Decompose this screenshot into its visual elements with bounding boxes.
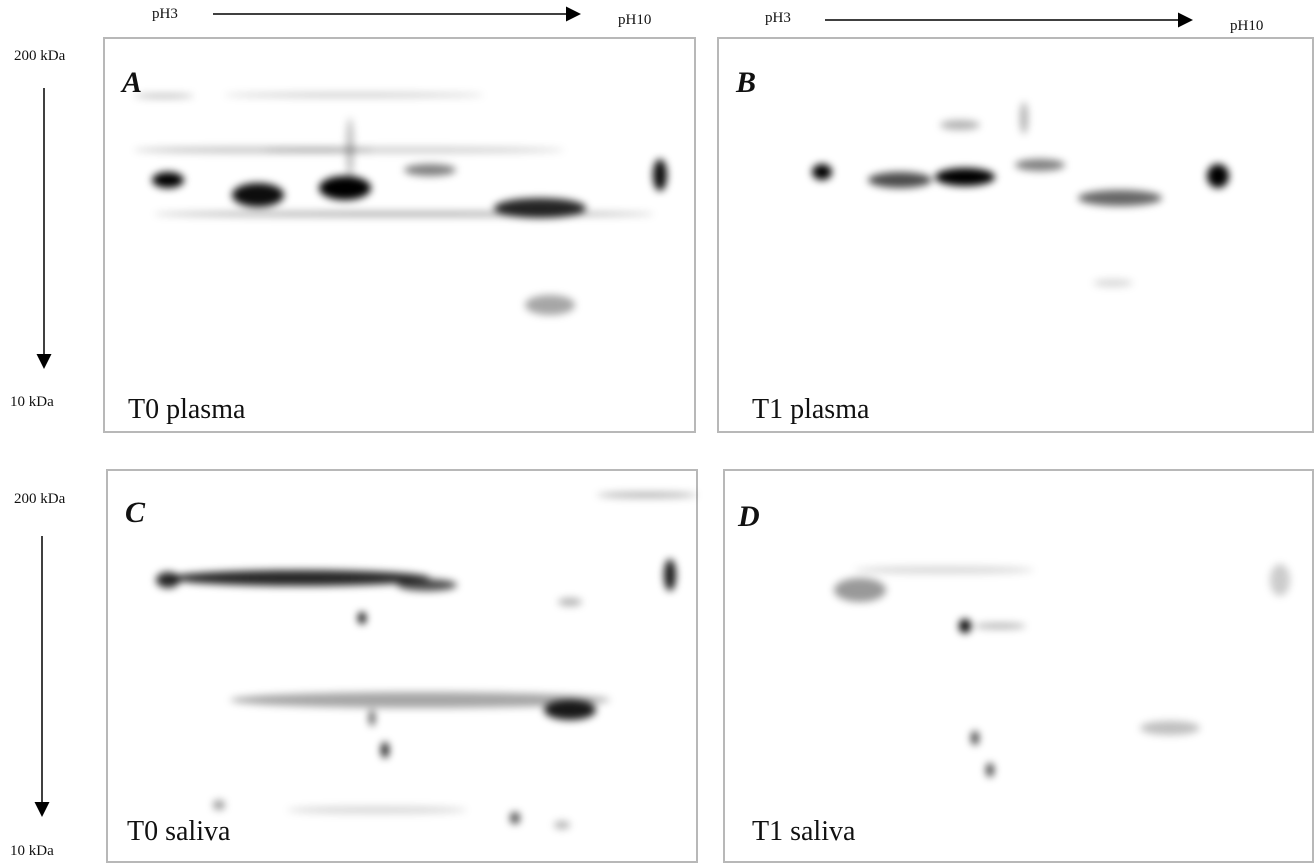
gel-spot bbox=[653, 159, 667, 191]
gel-spot bbox=[397, 579, 457, 591]
panel-caption: T0 plasma bbox=[128, 394, 246, 425]
gel-frame bbox=[717, 37, 1314, 433]
gel-spot bbox=[213, 800, 225, 810]
panel-caption: T0 saliva bbox=[127, 816, 231, 847]
gel-spot bbox=[156, 572, 180, 588]
gel-spot bbox=[834, 578, 886, 602]
gel-spot bbox=[154, 211, 654, 217]
gel-spot bbox=[544, 700, 596, 720]
gel-spot bbox=[664, 559, 676, 591]
gel-spot bbox=[134, 94, 194, 98]
gel-spot bbox=[230, 692, 610, 708]
gel-panel: B T1 plasma bbox=[717, 37, 1314, 433]
gel-spot bbox=[170, 570, 430, 586]
ph-start: pH3 bbox=[152, 6, 178, 22]
gel-spot bbox=[152, 172, 184, 188]
gel-spot bbox=[940, 120, 980, 130]
kda-top: 200 kDa bbox=[14, 491, 66, 507]
gel-spot bbox=[558, 598, 582, 606]
gel-spot bbox=[224, 93, 484, 97]
kda-bottom: 10 kDa bbox=[10, 843, 54, 859]
gel-spot bbox=[1140, 721, 1200, 735]
gel-spot bbox=[812, 164, 832, 180]
panel-caption: T1 plasma bbox=[752, 394, 870, 425]
gel-frame bbox=[106, 469, 698, 863]
gel-spot bbox=[381, 742, 389, 758]
gel-spot bbox=[404, 164, 456, 176]
gel-spot bbox=[854, 566, 1034, 574]
gel-spot bbox=[369, 710, 375, 726]
gel-spot bbox=[1078, 190, 1162, 206]
ph-start: pH3 bbox=[765, 10, 791, 26]
gel-spot bbox=[1270, 564, 1290, 596]
kda-bottom: 10 kDa bbox=[10, 394, 54, 410]
gel-spot bbox=[232, 183, 284, 207]
gel-spot bbox=[868, 172, 932, 188]
kda-top: 200 kDa bbox=[14, 48, 66, 64]
panel-letter: C bbox=[125, 496, 146, 529]
panel-letter: A bbox=[120, 66, 142, 99]
gel-spot bbox=[971, 731, 979, 745]
ph-end: pH10 bbox=[618, 12, 651, 28]
gel-frame bbox=[103, 37, 696, 433]
gel-spot bbox=[959, 619, 971, 633]
gel-spot bbox=[510, 812, 520, 824]
gel-spot bbox=[1020, 102, 1028, 134]
gel-spot bbox=[264, 147, 564, 153]
gel-spot bbox=[986, 763, 994, 777]
panel-letter: B bbox=[735, 66, 756, 99]
gel-spot bbox=[346, 118, 354, 178]
gel-spot bbox=[1015, 159, 1065, 171]
gel-spot bbox=[554, 821, 570, 829]
gel-panel: C T0 saliva bbox=[106, 469, 698, 863]
gel-spot bbox=[287, 806, 467, 814]
gel-spot bbox=[935, 168, 995, 186]
panel-caption: T1 saliva bbox=[752, 816, 856, 847]
gel-panel: D T1 saliva bbox=[723, 469, 1314, 863]
gel-spot bbox=[358, 612, 366, 624]
gel-spot bbox=[1207, 164, 1229, 188]
gel-spot bbox=[597, 492, 697, 498]
gel-frame bbox=[723, 469, 1314, 863]
panel-letter: D bbox=[737, 500, 760, 533]
gel-spot bbox=[974, 623, 1026, 629]
gel-spot bbox=[525, 295, 575, 315]
gel-spot bbox=[1093, 279, 1133, 287]
gel-panel: A T0 plasma bbox=[103, 37, 696, 433]
ph-end: pH10 bbox=[1230, 18, 1263, 34]
gel-spot bbox=[319, 176, 371, 200]
